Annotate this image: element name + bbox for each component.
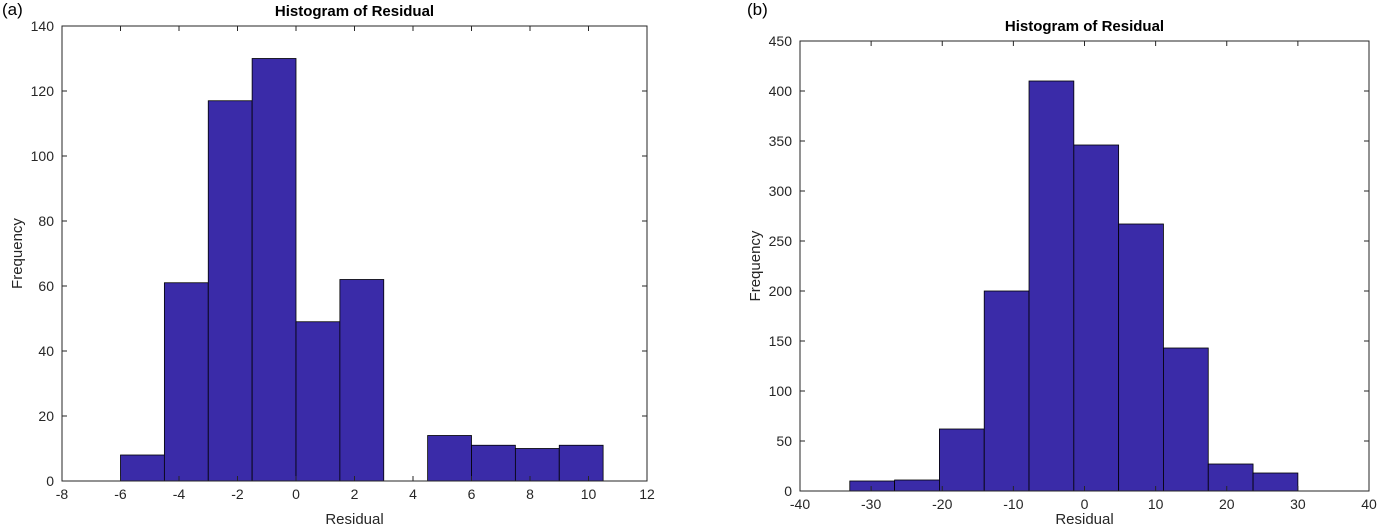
histogram-bar <box>558 444 604 482</box>
x-tick-label: 40 <box>1361 496 1377 512</box>
histogram-bar <box>251 58 297 482</box>
histogram-chart-b: -40 -30 -20 -10 0 10 20 30 400501001502002503003… <box>747 18 1377 528</box>
histogram-bar <box>163 282 209 482</box>
y-tick-label: 120 <box>31 83 55 99</box>
x-tick-label: 8 <box>526 486 534 502</box>
histogram-bar <box>939 428 985 492</box>
panel-label-b: (b) <box>747 0 768 19</box>
histogram-bar <box>471 444 516 482</box>
x-tick-label: 12 <box>639 486 655 502</box>
histogram-bar <box>1163 347 1209 492</box>
y-axis-label: Frequency <box>747 230 764 301</box>
x-axis-label: Residual <box>1055 511 1113 528</box>
x-tick-label: 10 <box>581 486 597 502</box>
x-tick-label: -4 <box>173 486 186 502</box>
x-tick-label: -6 <box>114 486 127 502</box>
y-tick-label: 400 <box>769 83 793 99</box>
panel-a: (a) -8 -6 -4 -2 0 2 4 6 8 10 12 0 20 40 60 80 100 120 140 H… <box>2 0 655 528</box>
histogram-bar <box>1207 463 1254 492</box>
y-tick-label: 60 <box>38 278 54 294</box>
histogram-bar <box>427 435 472 482</box>
histogram-chart-a: -8 -6 -4 -2 0 2 4 6 8 10 12020406080100120140Histo… <box>9 3 655 528</box>
y-tick-label: 250 <box>769 233 793 249</box>
y-tick-label: 0 <box>784 483 792 499</box>
y-tick-label: 50 <box>776 433 792 449</box>
y-tick-label: 40 <box>38 343 54 359</box>
histogram-bar <box>295 321 341 482</box>
histogram-bar <box>1118 223 1164 492</box>
x-tick-label: 2 <box>351 486 359 502</box>
histogram-bar <box>339 279 385 482</box>
x-tick-label: -40 <box>790 496 810 512</box>
x-tick-label: 30 <box>1290 496 1306 512</box>
x-tick-label: 0 <box>1081 496 1089 512</box>
y-axis-label: Frequency <box>9 218 26 289</box>
histogram-bar <box>849 480 895 492</box>
x-axis-label: Residual <box>325 511 383 528</box>
y-tick-label: 140 <box>31 18 55 34</box>
histogram-bar <box>1252 472 1299 492</box>
y-tick-label: 0 <box>46 473 54 489</box>
y-tick-label: 80 <box>38 213 54 229</box>
histogram-bar <box>207 100 253 482</box>
x-tick-label: 10 <box>1148 496 1164 512</box>
y-tick-label: 100 <box>31 148 55 164</box>
y-tick-label: 300 <box>769 183 793 199</box>
x-tick-label: -2 <box>231 486 244 502</box>
x-tick-label: 4 <box>409 486 417 502</box>
x-tick-label: -10 <box>1003 496 1023 512</box>
y-tick-label: 200 <box>769 283 793 299</box>
y-tick-label: 20 <box>38 408 54 424</box>
x-tick-label: -20 <box>932 496 952 512</box>
y-tick-label: 450 <box>769 33 793 49</box>
chart-title: Histogram of Residual <box>275 3 434 20</box>
chart-title: Histogram of Residual <box>1005 18 1164 35</box>
y-tick-label: 150 <box>769 333 793 349</box>
histogram-bar <box>1028 80 1075 492</box>
panel-b: (b) -40 -30 -20 -10 0 10 20 30 40 0 50 100 150 200 250… <box>693 0 1386 532</box>
y-tick-label: 350 <box>769 133 793 149</box>
histogram-bar <box>1073 144 1120 492</box>
x-tick-label: -8 <box>56 486 69 502</box>
x-tick-label: -30 <box>861 496 881 512</box>
panel-label-a: (a) <box>2 0 23 19</box>
histogram-bar <box>514 448 560 482</box>
histogram-bar <box>983 290 1030 492</box>
histogram-bar <box>894 479 940 492</box>
y-tick-label: 100 <box>769 383 793 399</box>
x-tick-label: 6 <box>468 486 476 502</box>
histogram-bar <box>120 454 165 482</box>
x-tick-label: 20 <box>1219 496 1235 512</box>
x-tick-label: 0 <box>292 486 300 502</box>
